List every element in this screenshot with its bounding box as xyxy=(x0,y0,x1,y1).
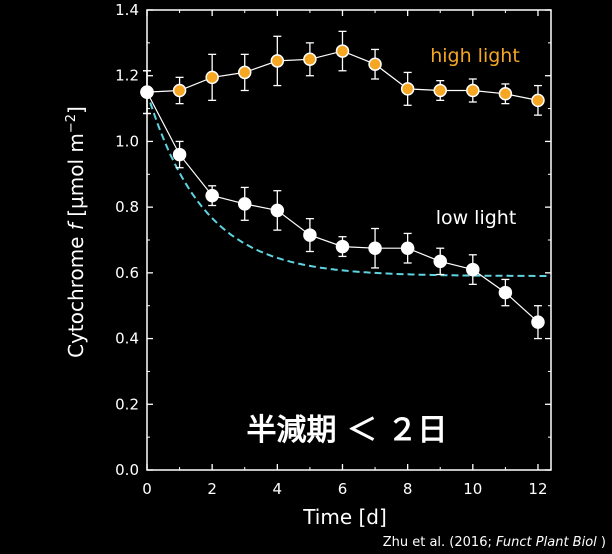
y-tick-label: 0.0 xyxy=(115,461,139,479)
y-tick-label: 1.4 xyxy=(115,1,139,19)
fit-curve-line xyxy=(146,91,551,277)
credit-prefix: Zhu et al. (2016; xyxy=(383,535,496,550)
data-point xyxy=(270,54,285,68)
y-tick-label: 0.6 xyxy=(115,264,139,282)
legend-label-low-light: low light xyxy=(436,207,517,229)
data-point xyxy=(498,285,513,300)
x-tick-label: 8 xyxy=(403,480,413,498)
data-point xyxy=(466,83,480,98)
y-axis-title-unit: [µmol m xyxy=(64,133,88,223)
data-point xyxy=(140,85,154,99)
x-tick-label: 2 xyxy=(207,480,217,498)
y-axis-title-symbol: f xyxy=(64,220,88,230)
half-life-annotation: 半減期 ＜ ２日 xyxy=(247,413,448,448)
y-tick-label: 0.2 xyxy=(115,395,139,413)
fit-curve xyxy=(146,91,551,277)
data-point xyxy=(498,87,513,101)
x-axis-title: Time [d] xyxy=(302,505,387,529)
y-axis-title-prefix: Cytochrome xyxy=(64,230,88,358)
legend-label-high-light: high light xyxy=(430,45,520,67)
data-point xyxy=(270,203,285,218)
credit-suffix: ) xyxy=(597,535,606,550)
data-point xyxy=(335,44,350,58)
x-tick-label: 6 xyxy=(338,480,348,498)
x-tick-label: 12 xyxy=(528,480,547,498)
data-point xyxy=(303,52,317,67)
data-point xyxy=(205,70,219,85)
source-credit: Zhu et al. (2016; Funct Plant Biol ) xyxy=(383,535,606,550)
axes: 0.0 0.2 0.4 0.6 0.8 1.0 1.2 1.4 0 2 4 6 8 10 12 xyxy=(115,1,552,498)
data-point xyxy=(368,241,382,255)
data-point xyxy=(433,83,447,98)
data-marks xyxy=(140,30,545,340)
y-tick-label: 1.0 xyxy=(115,132,139,150)
data-point xyxy=(172,83,187,98)
y-axis-title-close: ] xyxy=(64,106,88,114)
y-tick-label: 0.4 xyxy=(115,330,139,348)
data-point xyxy=(237,65,252,80)
x-tick-label: 10 xyxy=(463,480,482,498)
data-point xyxy=(466,262,480,277)
data-point xyxy=(400,241,415,255)
data-point xyxy=(237,197,252,211)
y-tick-label: 1.2 xyxy=(115,67,139,85)
credit-journal: Funct Plant Biol xyxy=(496,535,597,550)
data-point xyxy=(531,315,545,329)
data-point xyxy=(531,93,545,108)
data-point xyxy=(205,188,219,203)
data-point xyxy=(335,239,350,254)
y-tick-label: 0.8 xyxy=(115,198,139,216)
y-axis-title-exponent: −2 xyxy=(64,114,79,133)
x-tick-label: 4 xyxy=(273,480,283,498)
data-point xyxy=(400,82,415,96)
data-point xyxy=(172,147,187,162)
series-low-light xyxy=(140,70,545,340)
data-point xyxy=(303,228,317,242)
data-point xyxy=(368,57,382,71)
x-tick-label: 0 xyxy=(142,480,152,498)
series-high-light xyxy=(140,30,545,116)
data-point xyxy=(433,254,447,269)
y-axis-title: Cytochrome f [µmol m−2] xyxy=(64,106,88,358)
